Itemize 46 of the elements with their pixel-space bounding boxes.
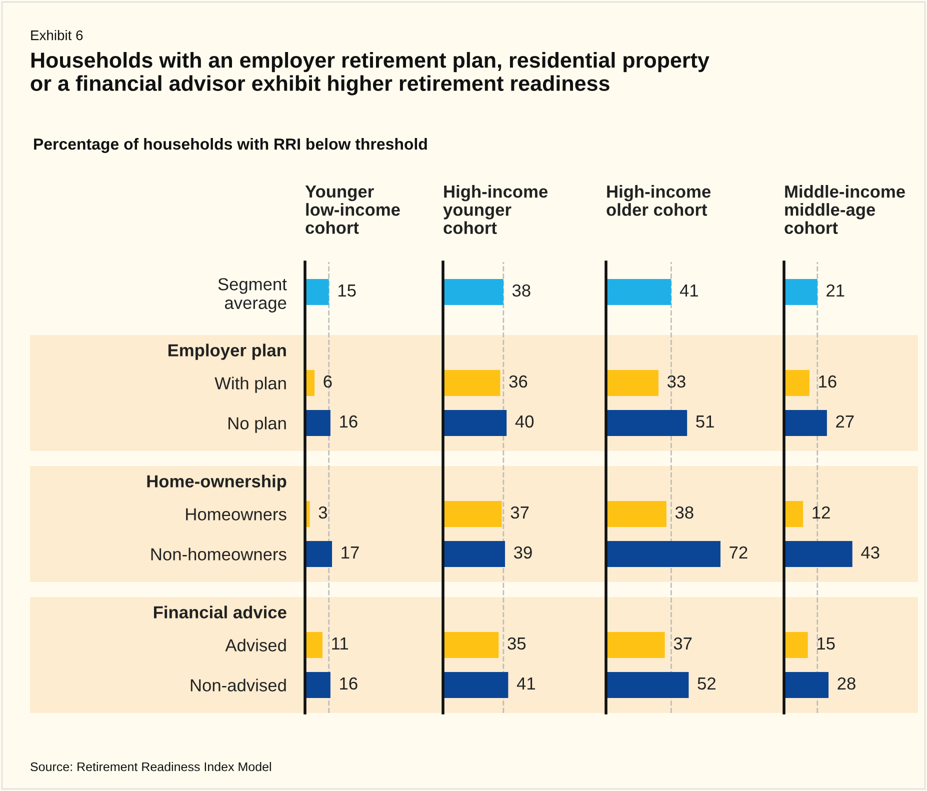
data-label: 27 — [836, 415, 854, 428]
data-label: 41 — [680, 284, 698, 296]
y-tick-label: Segment average — [218, 278, 287, 312]
data-label: 41 — [516, 678, 535, 690]
source-note: Source: Retirement Readiness Index Model — [30, 762, 271, 772]
data-label: 33 — [667, 375, 686, 388]
y-tick-label: Homeowners — [186, 508, 286, 520]
data-label: 51 — [696, 416, 714, 428]
data-label: 43 — [861, 546, 880, 559]
data-label: 28 — [838, 677, 856, 690]
chart-title: High-income older cohort — [606, 185, 711, 216]
y-tick-label: With plan — [214, 376, 286, 393]
data-label: 72 — [730, 546, 748, 558]
data-label: 16 — [340, 677, 358, 690]
y-tick-label: Home-ownership — [147, 474, 286, 491]
data-label: 12 — [812, 506, 830, 518]
data-label: 21 — [826, 284, 844, 296]
data-label: 38 — [675, 506, 694, 519]
y-tick-label: Financial advice — [154, 606, 286, 618]
data-label: 6 — [324, 375, 332, 388]
chart-title: Younger low-income cohort — [305, 186, 400, 234]
y-tick-label: Non-homeowners — [151, 548, 286, 560]
data-label: 38 — [512, 284, 530, 297]
text: Exhibit 6 — [31, 30, 83, 40]
data-label: 17 — [342, 546, 359, 558]
y-tick-label: Employer plan — [168, 344, 286, 360]
data-label: 36 — [509, 375, 528, 388]
data-label: 15 — [818, 638, 835, 650]
y-tick-label: No plan — [228, 416, 286, 433]
data-label: 52 — [698, 677, 716, 690]
data-label: 35 — [508, 637, 526, 650]
data-label: 3 — [318, 506, 327, 519]
text: Percentage of households with RRI below threshold — [34, 138, 427, 153]
data-label: 37 — [674, 637, 692, 650]
text: Households with an employer retirement plan, residential property or a financial advisor exhibit higher retirement readiness — [30, 52, 710, 96]
chart-title: High-income younger cohort — [443, 185, 548, 234]
data-label: 40 — [515, 415, 534, 428]
data-label: 16 — [819, 375, 836, 388]
chart-title: Middle-income middle-age cohort — [784, 185, 905, 234]
data-label: 15 — [338, 284, 356, 297]
data-label: 16 — [340, 415, 358, 428]
data-label: 39 — [514, 546, 532, 559]
y-tick-label: Advised — [225, 638, 286, 652]
data-label: 11 — [332, 638, 348, 650]
y-tick-label: Non-advised — [190, 678, 286, 692]
data-label: 37 — [510, 506, 529, 519]
